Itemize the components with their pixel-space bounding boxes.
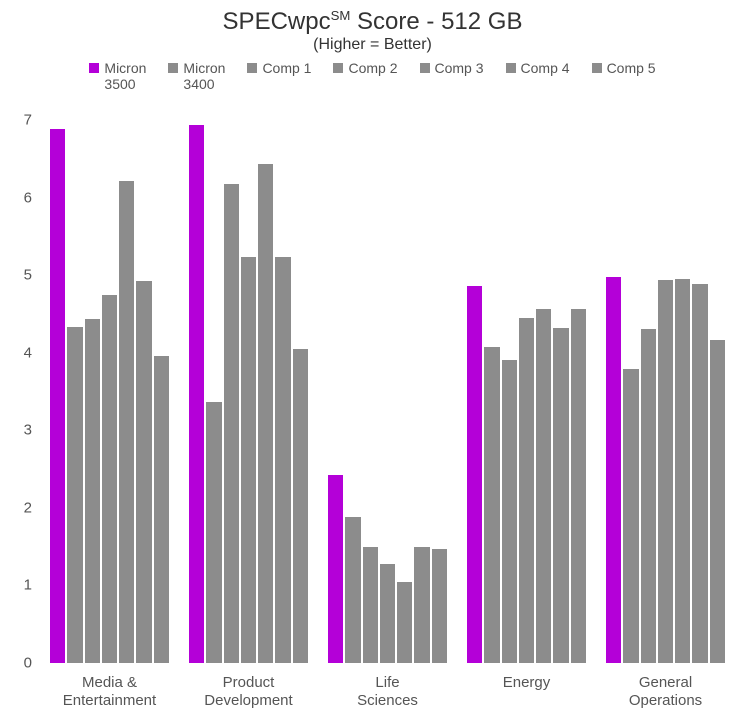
bar: [502, 360, 517, 663]
legend-label: Comp 1: [262, 60, 311, 76]
bar: [710, 340, 725, 663]
bar: [328, 475, 343, 663]
bar: [345, 517, 360, 663]
legend-item: Comp 4: [506, 60, 570, 92]
legend-item: Comp 3: [420, 60, 484, 92]
legend-swatch: [506, 63, 516, 73]
x-axis-label: Media & Entertainment: [40, 668, 179, 713]
x-axis-labels: Media & EntertainmentProduct Development…: [40, 668, 735, 713]
chart-subtitle: (Higher = Better): [0, 36, 745, 54]
bar: [136, 281, 151, 663]
legend-item: Micron 3500: [89, 60, 146, 92]
legend-swatch: [89, 63, 99, 73]
bar: [519, 318, 534, 663]
bar-group: [318, 120, 457, 663]
bar: [85, 319, 100, 663]
bar: [380, 564, 395, 663]
bar: [275, 257, 290, 663]
bar: [692, 284, 707, 663]
bar: [258, 164, 273, 663]
x-axis-label: Product Development: [179, 668, 318, 713]
legend-label: Comp 2: [348, 60, 397, 76]
bar: [50, 129, 65, 663]
x-axis-label: Life Sciences: [318, 668, 457, 713]
legend-swatch: [333, 63, 343, 73]
chart-title: SPECwpcSM Score - 512 GB: [0, 0, 745, 36]
bar: [241, 257, 256, 663]
bar: [606, 277, 621, 663]
legend-label: Comp 3: [435, 60, 484, 76]
bar-group: [179, 120, 318, 663]
bar-groups: [40, 120, 735, 663]
x-axis-label: Energy: [457, 668, 596, 713]
bar-group: [457, 120, 596, 663]
bar: [206, 402, 221, 663]
bar: [571, 309, 586, 664]
bar: [189, 125, 204, 663]
bar: [658, 280, 673, 663]
bar: [397, 582, 412, 663]
bar-group: [40, 120, 179, 663]
bar: [536, 309, 551, 664]
bar: [467, 286, 482, 663]
y-tick-label: 3: [24, 422, 40, 439]
legend-swatch: [592, 63, 602, 73]
bar: [102, 295, 117, 663]
legend-item: Comp 2: [333, 60, 397, 92]
bar: [154, 356, 169, 663]
y-tick-label: 6: [24, 189, 40, 206]
legend-item: Micron 3400: [168, 60, 225, 92]
y-tick-label: 1: [24, 577, 40, 594]
bar: [675, 279, 690, 663]
bar: [414, 547, 429, 663]
legend-item: Comp 5: [592, 60, 656, 92]
bar: [432, 549, 447, 663]
plot-area: 01234567: [40, 120, 735, 663]
bar: [67, 327, 82, 663]
bar: [553, 328, 568, 663]
legend-label: Comp 5: [607, 60, 656, 76]
x-axis-label: General Operations: [596, 668, 735, 713]
bar: [119, 181, 134, 663]
y-tick-label: 4: [24, 344, 40, 361]
bar: [641, 329, 656, 663]
legend-swatch: [247, 63, 257, 73]
y-tick-label: 0: [24, 655, 40, 672]
bar: [224, 184, 239, 663]
bar: [293, 349, 308, 663]
bar: [363, 547, 378, 663]
legend: Micron 3500 Micron 3400 Comp 1 Comp 2 Comp 3…: [0, 60, 745, 92]
y-tick-label: 5: [24, 267, 40, 284]
legend-label: Micron 3500: [104, 60, 146, 92]
legend-item: Comp 1: [247, 60, 311, 92]
legend-label: Micron 3400: [183, 60, 225, 92]
chart-container: SPECwpcSM Score - 512 GB (Higher = Bette…: [0, 0, 745, 723]
legend-swatch: [420, 63, 430, 73]
legend-label: Comp 4: [521, 60, 570, 76]
legend-swatch: [168, 63, 178, 73]
bar: [484, 347, 499, 663]
y-tick-label: 2: [24, 499, 40, 516]
y-tick-label: 7: [24, 112, 40, 129]
bar-group: [596, 120, 735, 663]
bar: [623, 369, 638, 663]
